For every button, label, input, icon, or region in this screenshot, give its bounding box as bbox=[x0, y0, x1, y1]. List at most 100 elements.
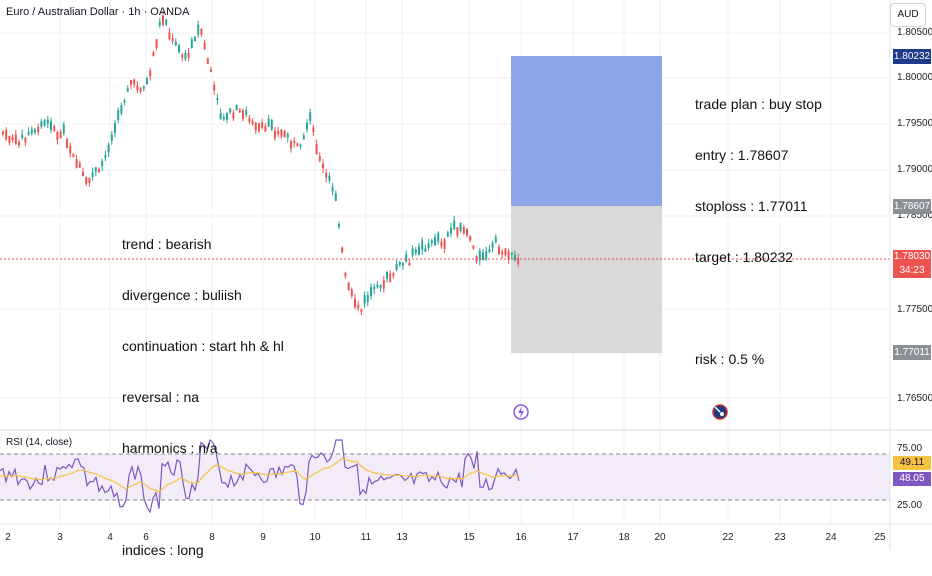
candle-body bbox=[274, 130, 276, 139]
candle-body bbox=[331, 186, 334, 192]
candle-body bbox=[366, 295, 369, 302]
candle-body bbox=[456, 227, 459, 236]
candle-body bbox=[149, 70, 152, 77]
candle-body bbox=[210, 69, 212, 72]
candle-body bbox=[264, 126, 267, 132]
candle-body bbox=[347, 282, 350, 291]
rsi-title[interactable]: RSI (14, close) bbox=[6, 437, 73, 448]
candle-body bbox=[190, 39, 193, 49]
candle-body bbox=[280, 129, 283, 137]
note-line: target : 1.80232 bbox=[695, 249, 794, 265]
candle-body bbox=[501, 251, 504, 255]
rsi-tick: 75.00 bbox=[897, 443, 923, 454]
candle-body bbox=[299, 144, 302, 147]
time-tick: 10 bbox=[309, 532, 321, 543]
stop-zone[interactable] bbox=[511, 206, 662, 353]
candle-body bbox=[405, 254, 408, 262]
lightning-icon[interactable] bbox=[513, 404, 529, 420]
candle-body bbox=[168, 32, 171, 40]
candle-body bbox=[440, 241, 443, 247]
candle-body bbox=[418, 246, 420, 255]
candle-body bbox=[34, 129, 36, 133]
candle-body bbox=[184, 53, 187, 60]
candle-body bbox=[504, 248, 507, 256]
candle-body bbox=[507, 251, 510, 259]
candle-body bbox=[446, 232, 449, 237]
price-tick: 1.78500 bbox=[897, 210, 932, 221]
candle-body bbox=[114, 123, 116, 133]
candle-body bbox=[146, 78, 148, 85]
candle-body bbox=[379, 285, 382, 288]
time-tick: 23 bbox=[774, 532, 786, 543]
note-line: continuation : start hh & hl bbox=[122, 338, 284, 354]
candle-body bbox=[459, 222, 462, 231]
australia-flag-icon[interactable] bbox=[712, 404, 728, 420]
candle-body bbox=[226, 112, 228, 120]
candle-body bbox=[398, 261, 401, 265]
candle-body bbox=[72, 153, 75, 157]
candle-body bbox=[40, 121, 43, 127]
rsi-ma-value: 49.11 bbox=[893, 456, 931, 470]
candlestick-series bbox=[2, 11, 520, 316]
candle-body bbox=[408, 262, 411, 266]
rsi-band bbox=[0, 454, 890, 500]
candle-body bbox=[315, 144, 318, 154]
candle-body bbox=[222, 116, 225, 120]
target-zone[interactable] bbox=[511, 56, 662, 206]
note-line bbox=[695, 300, 822, 317]
candle-body bbox=[94, 167, 97, 173]
candle-body bbox=[469, 236, 472, 241]
candle-body bbox=[485, 251, 488, 260]
candle-body bbox=[395, 263, 398, 270]
time-tick: 25 bbox=[874, 532, 886, 543]
candle-body bbox=[325, 172, 328, 178]
candle-body bbox=[142, 86, 145, 89]
candle-body bbox=[101, 161, 104, 167]
price-chart[interactable] bbox=[0, 0, 932, 550]
candle-body bbox=[75, 159, 78, 168]
candle-body bbox=[328, 175, 331, 181]
time-tick: 4 bbox=[107, 532, 113, 543]
candle-body bbox=[37, 126, 40, 133]
candle-body bbox=[245, 110, 248, 115]
time-tick: 8 bbox=[209, 532, 215, 543]
time-tick: 9 bbox=[260, 532, 266, 543]
trade-plan-notes[interactable]: trade plan : buy stop entry : 1.78607 st… bbox=[695, 62, 822, 385]
candle-body bbox=[334, 193, 337, 201]
candle-body bbox=[88, 177, 91, 183]
candle-body bbox=[104, 154, 107, 158]
candle-body bbox=[350, 289, 353, 296]
last-price-label: 1.78030 34:23 bbox=[893, 250, 931, 278]
candle-body bbox=[178, 45, 180, 53]
candle-body bbox=[117, 110, 120, 121]
time-tick: 18 bbox=[618, 532, 630, 543]
candle-body bbox=[322, 163, 324, 169]
time-tick: 24 bbox=[825, 532, 837, 543]
candle-body bbox=[370, 287, 372, 297]
last-price-value: 1.78030 bbox=[893, 251, 931, 262]
rsi-ma-line bbox=[0, 457, 520, 493]
candle-body bbox=[62, 124, 65, 134]
candle-body bbox=[472, 245, 475, 249]
candle-body bbox=[194, 37, 196, 42]
candle-body bbox=[46, 119, 49, 124]
currency-badge[interactable]: AUD bbox=[890, 3, 926, 27]
candle-body bbox=[261, 122, 264, 128]
candle-body bbox=[50, 121, 52, 131]
analysis-notes[interactable]: trend : bearish divergence : buliish con… bbox=[122, 202, 284, 576]
candle-body bbox=[139, 88, 142, 92]
note-line: indices : long bbox=[122, 542, 204, 558]
note-line: trend : bearish bbox=[122, 236, 212, 252]
candle-body bbox=[242, 110, 244, 119]
candle-body bbox=[392, 273, 395, 277]
candle-body bbox=[258, 123, 260, 132]
symbol-title[interactable]: Euro / Australian Dollar · 1h · OANDA bbox=[6, 6, 190, 18]
candle-body bbox=[69, 145, 72, 154]
candle-body bbox=[155, 39, 158, 49]
candle-body bbox=[24, 137, 27, 143]
candle-body bbox=[200, 28, 203, 35]
note-line: divergence : buliish bbox=[122, 287, 242, 303]
candle-body bbox=[14, 134, 17, 145]
stop-price-label: 1.77011 bbox=[893, 345, 931, 360]
candle-body bbox=[312, 127, 315, 132]
